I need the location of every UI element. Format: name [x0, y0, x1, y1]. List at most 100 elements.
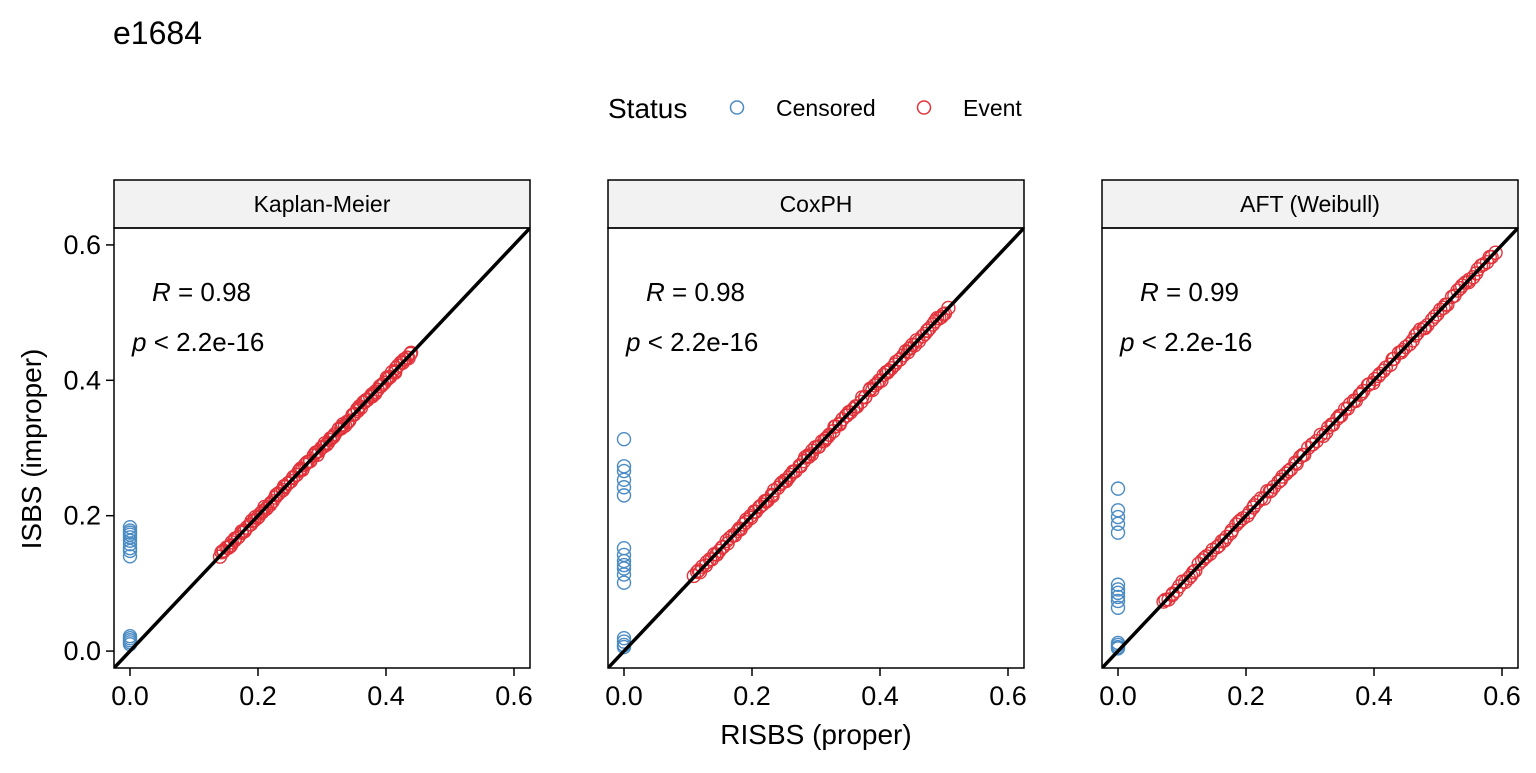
censored-point: [616, 432, 632, 447]
event-point: [1233, 513, 1248, 528]
event-point: [403, 346, 418, 362]
annotation-r: R = 0.98: [646, 277, 745, 307]
x-axis-label: RISBS (proper): [720, 719, 911, 750]
x-tick-label: 0.0: [111, 681, 149, 711]
x-tick-label: 0.2: [1227, 681, 1265, 711]
facet-strip-label: Kaplan-Meier: [254, 191, 391, 217]
event-point: [1352, 387, 1367, 402]
censored-point: [1110, 585, 1126, 601]
event-point: [234, 525, 250, 541]
censored-point: [616, 488, 632, 503]
event-point: [1433, 302, 1448, 318]
event-point: [1371, 368, 1386, 384]
facet-strip: [113, 179, 531, 229]
censored-point: [1110, 481, 1126, 496]
annotation-p-symbol: p: [131, 327, 146, 357]
annotation-p-value: < 2.2e-16: [146, 327, 264, 357]
annotation-r-symbol: R: [1140, 277, 1159, 307]
facet-strip-label: AFT (Weibull): [1240, 191, 1380, 217]
y-tick-label: 0.0: [63, 636, 101, 666]
event-point: [1417, 320, 1433, 336]
annotation-p: p < 2.2e-16: [625, 327, 758, 357]
event-point: [1450, 283, 1465, 298]
event-point: [1296, 447, 1312, 463]
plot-area: [114, 228, 530, 668]
censored-point: [616, 480, 632, 495]
annotation-r-value: = 0.99: [1159, 277, 1239, 307]
annotation-r-value: = 0.98: [665, 277, 745, 307]
event-point: [691, 563, 706, 578]
event-point: [755, 497, 770, 512]
y-axis-label: ISBS (improper): [16, 349, 47, 550]
reference-line: [608, 228, 1024, 668]
plot-border: [607, 227, 1025, 669]
event-point: [1466, 270, 1481, 285]
legend: Status Censored Event: [608, 93, 1022, 124]
censored-point: [122, 543, 138, 559]
annotation-p-symbol: p: [625, 327, 640, 357]
x-tick-label: 0.2: [733, 681, 771, 711]
event-point: [1183, 568, 1199, 583]
censored-point: [1110, 593, 1126, 609]
legend-title: Status: [608, 93, 687, 124]
x-tick-label: 0.0: [1099, 681, 1137, 711]
event-point: [1316, 428, 1331, 444]
event-point: [1424, 312, 1440, 327]
censored-point: [1110, 589, 1126, 605]
legend-censored-label: Censored: [776, 95, 876, 121]
x-tick-label: 0.6: [495, 681, 533, 711]
event-point: [1305, 436, 1321, 452]
event-point: [1330, 411, 1345, 426]
annotation-r-value: = 0.98: [171, 277, 251, 307]
facet-strip: [1101, 179, 1519, 229]
facet-strip: [607, 179, 1025, 229]
censored-point: [1110, 582, 1126, 597]
legend-event-label: Event: [963, 95, 1022, 121]
censored-point: [1110, 577, 1126, 592]
event-point: [712, 543, 727, 559]
plot-border: [1101, 227, 1519, 669]
censored-point: [1110, 516, 1126, 532]
censored-point: [1110, 525, 1126, 540]
censored-point: [1110, 509, 1126, 525]
censored-point: [122, 549, 138, 564]
event-point: [227, 533, 242, 548]
annotation-r-symbol: R: [646, 277, 665, 307]
legend-event-marker: [916, 100, 932, 115]
y-tick-label: 0.4: [63, 365, 101, 395]
event-point: [765, 488, 780, 504]
annotation-p: p < 2.2e-16: [131, 327, 264, 357]
facet-strip-label: CoxPH: [780, 191, 853, 217]
annotation-p: p < 2.2e-16: [1119, 327, 1252, 357]
y-tick-label: 0.6: [63, 230, 101, 260]
x-tick-label: 0.4: [861, 681, 899, 711]
x-tick-label: 0.6: [989, 681, 1027, 711]
event-point: [1440, 297, 1455, 312]
reference-line: [1102, 228, 1518, 668]
event-point: [880, 365, 895, 380]
annotation-r-symbol: R: [152, 277, 171, 307]
annotation-r: R = 0.98: [152, 277, 251, 307]
event-point: [1367, 371, 1382, 387]
event-point: [1488, 245, 1503, 260]
legend-censored-marker: [729, 100, 745, 115]
chart-title: e1684: [113, 15, 202, 51]
event-point: [1211, 538, 1227, 553]
x-tick-label: 0.4: [1355, 681, 1393, 711]
annotation-p-value: < 2.2e-16: [640, 327, 758, 357]
censored-point: [616, 472, 632, 488]
event-point: [846, 401, 861, 417]
censored-point: [616, 557, 632, 573]
censored-point: [616, 567, 632, 582]
event-point: [337, 418, 353, 433]
censored-point: [616, 463, 632, 479]
censored-point: [1110, 600, 1126, 615]
censored-point: [616, 561, 632, 576]
event-point: [1250, 494, 1265, 510]
reference-line: [114, 228, 530, 668]
censored-point: [616, 634, 632, 649]
